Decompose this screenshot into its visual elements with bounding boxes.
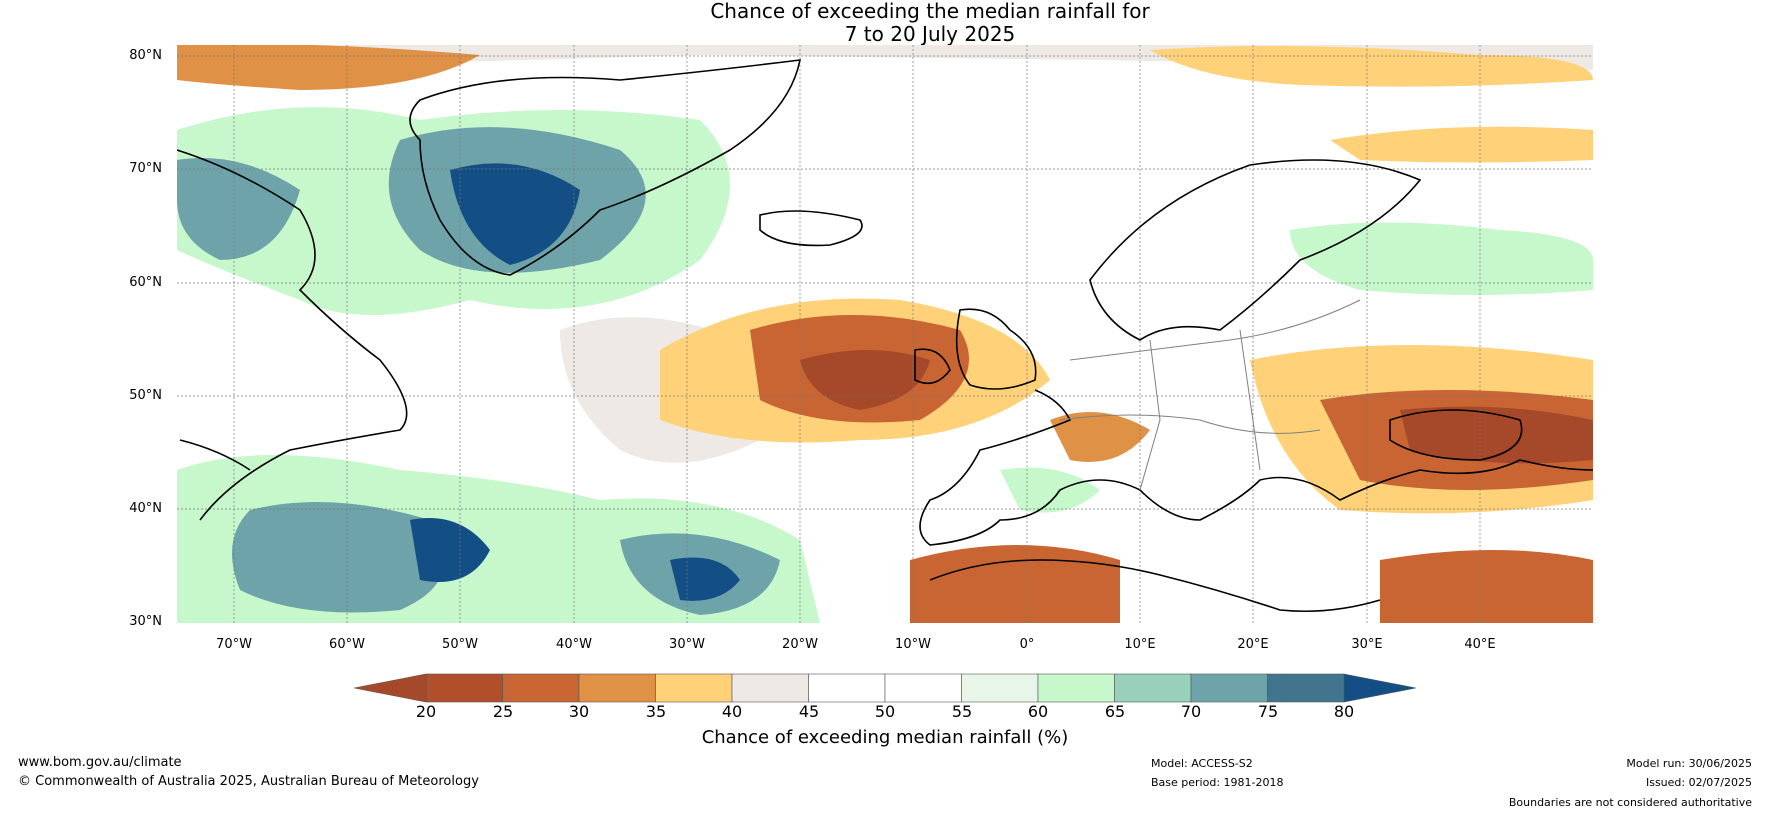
colorbar-segment bbox=[425, 673, 503, 703]
map-title: Chance of exceeding the median rainfall … bbox=[0, 0, 1770, 46]
border-a bbox=[1069, 299, 1361, 361]
europe-coast bbox=[919, 389, 1593, 546]
map-area bbox=[177, 45, 1593, 623]
field-driest-black-sea bbox=[1400, 406, 1593, 464]
lon-label-20e: 20°E bbox=[1237, 637, 1269, 652]
footer-copyright: © Commonwealth of Australia 2025, Austra… bbox=[18, 774, 479, 789]
colorbar-tick-75: 75 bbox=[1257, 702, 1279, 721]
footer-disclaimer: Boundaries are not considered authoritat… bbox=[1508, 796, 1752, 809]
britain-coast bbox=[955, 308, 1037, 390]
canada-coast bbox=[177, 149, 408, 521]
north-africa-coast bbox=[929, 559, 1381, 613]
field-dry-sahara-w bbox=[910, 545, 1120, 623]
colorbar-label: Chance of exceeding median rainfall (%) bbox=[701, 727, 1069, 748]
colorbar-tick-50: 50 bbox=[874, 702, 896, 721]
footer-issued: Issued: 02/07/2025 bbox=[1645, 776, 1752, 789]
field-driest-atlantic-uk bbox=[800, 350, 930, 410]
lon-label-70w: 70°W bbox=[216, 637, 252, 652]
lon-label-0: 0° bbox=[1019, 637, 1035, 652]
colorbar-arrow-high bbox=[1343, 673, 1417, 703]
field-wet-russia bbox=[1290, 222, 1593, 295]
lat-label-80: 80°N bbox=[129, 48, 162, 63]
coastlines bbox=[177, 59, 1593, 613]
country-borders bbox=[1059, 299, 1361, 491]
colorbar-tick-70: 70 bbox=[1180, 702, 1202, 721]
colorbar-segment bbox=[1190, 673, 1268, 703]
colorbar-tick-65: 65 bbox=[1104, 702, 1126, 721]
colorbar-tick-35: 35 bbox=[645, 702, 667, 721]
colorbar-tick-40: 40 bbox=[721, 702, 743, 721]
colorbar-segment bbox=[961, 673, 1039, 703]
lon-label-30w: 30°W bbox=[669, 637, 705, 652]
colorbar-segment bbox=[808, 673, 886, 703]
border-d bbox=[1239, 329, 1261, 471]
scandinavia-coast bbox=[1089, 159, 1422, 341]
black-sea-coast bbox=[1389, 409, 1523, 461]
lon-label-40e: 40°E bbox=[1464, 637, 1496, 652]
footer-model-run: Model run: 30/06/2025 bbox=[1626, 757, 1752, 770]
field-dry-mideast bbox=[1380, 550, 1593, 623]
lat-label-50: 50°N bbox=[129, 388, 162, 403]
colorbar-segment bbox=[578, 673, 656, 703]
lon-label-20w: 20°W bbox=[782, 637, 818, 652]
colorbar-segment bbox=[731, 673, 809, 703]
lon-label-50w: 50°W bbox=[442, 637, 478, 652]
probability-field bbox=[177, 45, 1593, 623]
iceland-coast bbox=[759, 210, 863, 247]
field-teal-atlantic-w bbox=[232, 502, 445, 613]
map-title-line1: Chance of exceeding the median rainfall … bbox=[710, 0, 1150, 23]
border-c bbox=[1139, 339, 1161, 491]
lat-label-30: 30°N bbox=[129, 614, 162, 629]
footer-website: www.bom.gov.au/climate bbox=[18, 755, 182, 770]
colorbar-segment bbox=[884, 673, 962, 703]
lon-label-60w: 60°W bbox=[329, 637, 365, 652]
colorbar-segment bbox=[502, 673, 580, 703]
lat-label-60: 60°N bbox=[129, 275, 162, 290]
colorbar-tick-45: 45 bbox=[798, 702, 820, 721]
colorbar-segment bbox=[655, 673, 733, 703]
graticule bbox=[177, 45, 1593, 623]
lon-label-10e: 10°E bbox=[1124, 637, 1156, 652]
ireland-coast bbox=[914, 348, 951, 385]
lon-label-30e: 30°E bbox=[1351, 637, 1383, 652]
field-wet-med bbox=[1000, 467, 1100, 513]
field-dry-barents bbox=[1330, 126, 1593, 163]
field-blue-atlantic-c bbox=[670, 557, 740, 601]
colorbar bbox=[353, 673, 1417, 703]
field-blue-greenland bbox=[450, 163, 580, 265]
lon-label-10w: 10°W bbox=[895, 637, 931, 652]
colorbar-segment bbox=[1267, 673, 1345, 703]
field-blue-atlantic-w bbox=[410, 518, 490, 582]
field-teal-baffin bbox=[177, 158, 300, 260]
lat-label-40: 40°N bbox=[129, 501, 162, 516]
colorbar-tick-80: 80 bbox=[1333, 702, 1355, 721]
lat-label-70: 70°N bbox=[129, 161, 162, 176]
colorbar-segment bbox=[1114, 673, 1192, 703]
colorbar-tick-30: 30 bbox=[568, 702, 590, 721]
us-coast bbox=[179, 439, 251, 471]
colorbar-tick-20: 20 bbox=[415, 702, 437, 721]
footer-model: Model: ACCESS-S2 bbox=[1151, 757, 1253, 770]
colorbar-tick-25: 25 bbox=[492, 702, 514, 721]
colorbar-segment bbox=[1037, 673, 1115, 703]
map-title-line2: 7 to 20 July 2025 bbox=[844, 22, 1016, 46]
colorbar-tick-55: 55 bbox=[951, 702, 973, 721]
lon-label-40w: 40°W bbox=[556, 637, 592, 652]
footer-base-period: Base period: 1981-2018 bbox=[1151, 776, 1284, 789]
colorbar-tick-60: 60 bbox=[1027, 702, 1049, 721]
field-dry-arctic-w bbox=[177, 45, 480, 90]
greenland-coast bbox=[409, 59, 802, 276]
field-dry-alps bbox=[1050, 412, 1150, 462]
border-b bbox=[1059, 414, 1321, 434]
colorbar-arrow-low bbox=[353, 673, 427, 703]
